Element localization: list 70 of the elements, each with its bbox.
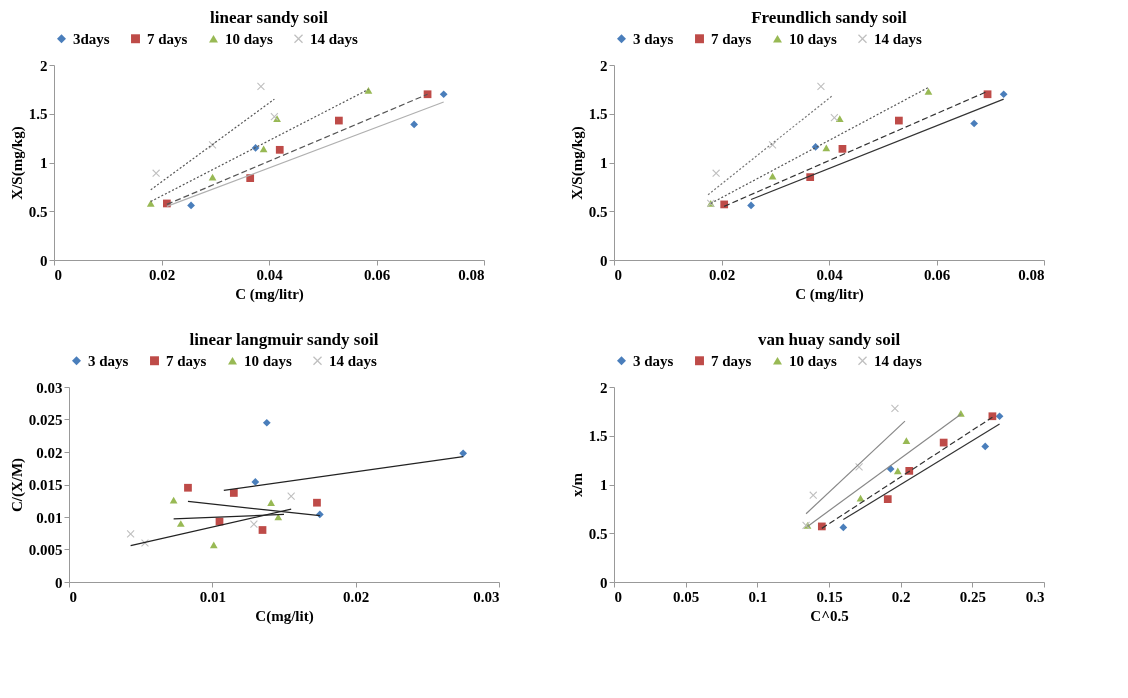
y-tick-label: 0.015: [28, 477, 63, 493]
legend-label: 3 days: [88, 352, 129, 369]
x-tick-label: 0.05: [673, 588, 700, 605]
chart-title: van huay sandy soil: [757, 330, 901, 349]
x-tick-label: 0: [69, 588, 77, 605]
legend-label: 14 days: [874, 352, 923, 369]
legend-label: 7 days: [711, 30, 752, 47]
x-tick-label: 0.01: [199, 588, 226, 605]
x-tick-label: 0.04: [256, 266, 284, 283]
legend-label: 14 days: [310, 30, 359, 47]
y-tick-label: 1: [40, 155, 48, 171]
legend-label: 7 days: [166, 352, 207, 369]
x-tick-label: 0: [614, 588, 622, 605]
y-tick-label: 1.5: [588, 106, 608, 123]
chart-title: Freundlich sandy soil: [751, 8, 908, 27]
legend-label: 3days: [73, 30, 110, 47]
y-tick-label: 0: [600, 574, 608, 591]
x-tick-label: 0.2: [891, 588, 911, 605]
y-tick-label: 0: [40, 252, 48, 269]
legend-label: 14 days: [874, 30, 923, 47]
legend-label: 10 days: [225, 30, 274, 47]
y-tick-label: 0.03: [36, 379, 63, 396]
x-tick-label: 0.1: [748, 588, 768, 605]
x-axis-title: C^0.5: [810, 607, 849, 624]
y-tick-label: 0.5: [28, 203, 48, 220]
y-tick-label: 0.005: [28, 542, 63, 558]
x-tick-label: 0.04: [816, 266, 844, 283]
y-tick-label: 0.5: [588, 203, 608, 220]
y-tick-label: 1: [600, 477, 608, 493]
chart-title: linear langmuir sandy soil: [189, 330, 379, 349]
x-tick-label: 0.02: [148, 266, 176, 283]
y-tick-label: 2: [600, 379, 608, 396]
x-tick-label: 0: [614, 266, 622, 283]
y-tick-label: 1.5: [588, 428, 608, 445]
y-axis-title: x/m: [568, 472, 585, 498]
legend-label: 7 days: [147, 30, 188, 47]
x-tick-label: 0.02: [343, 588, 370, 605]
x-axis-title: C (mg/litr): [235, 285, 304, 303]
y-tick-label: 2: [600, 57, 608, 74]
y-tick-label: 0.025: [28, 412, 63, 428]
y-tick-label: 0.01: [36, 509, 63, 526]
x-tick-label: 0.25: [959, 588, 986, 605]
legend-label: 7 days: [711, 352, 752, 369]
legend-label: 10 days: [789, 352, 838, 369]
x-tick-label: 0.02: [708, 266, 736, 283]
y-tick-label: 1: [600, 155, 608, 171]
y-tick-label: 0.5: [588, 525, 608, 542]
legend-label: 3 days: [633, 352, 674, 369]
y-axis-title: X/S(mg/kg): [8, 126, 26, 200]
x-tick-label: 0.15: [816, 588, 843, 605]
chart-title: linear sandy soil: [210, 8, 329, 27]
y-tick-label: 0: [600, 252, 608, 269]
y-axis-title: X/S(mg/kg): [568, 126, 586, 200]
x-axis-title: C (mg/litr): [795, 285, 864, 303]
x-tick-label: 0.08: [1018, 266, 1045, 283]
legend-label: 14 days: [329, 352, 378, 369]
legend-label: 3 days: [633, 30, 674, 47]
x-axis-title: C(mg/lit): [255, 607, 314, 625]
y-tick-label: 1.5: [28, 106, 48, 123]
x-tick-label: 0.06: [923, 266, 951, 283]
legend-label: 10 days: [244, 352, 293, 369]
legend-label: 10 days: [789, 30, 838, 47]
x-tick-label: 0.06: [363, 266, 391, 283]
y-axis-title: C/(X/M): [8, 457, 26, 513]
x-tick-label: 0.03: [473, 588, 500, 605]
y-tick-label: 0.02: [36, 444, 63, 461]
y-tick-label: 2: [40, 57, 48, 74]
y-tick-label: 0: [55, 574, 63, 591]
x-tick-label: 0.3: [1025, 588, 1045, 605]
x-tick-label: 0.08: [458, 266, 485, 283]
